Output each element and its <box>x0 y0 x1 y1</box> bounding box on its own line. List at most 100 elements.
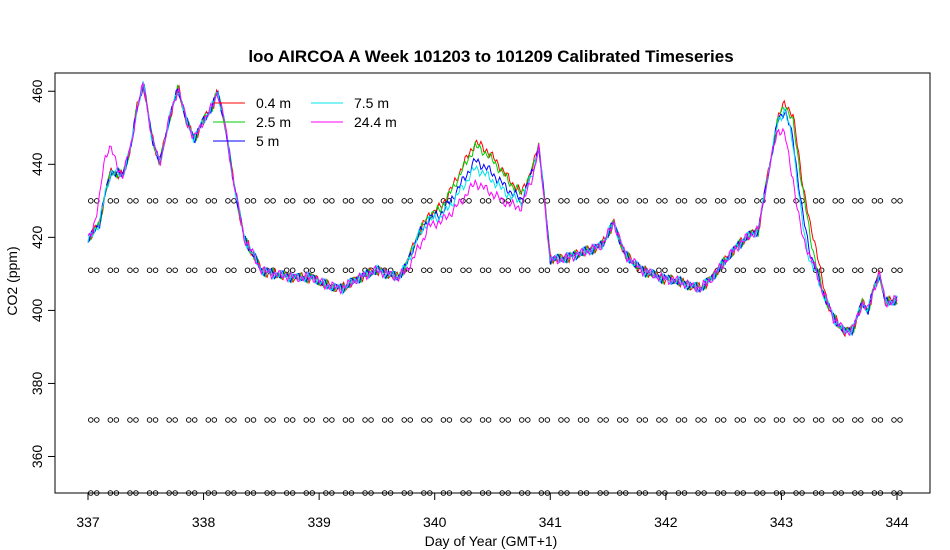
sample-marker <box>760 490 766 496</box>
sample-marker <box>538 267 545 273</box>
plot-frame <box>54 72 931 494</box>
sample-marker <box>329 198 335 204</box>
sample-marker <box>309 198 316 204</box>
sample-marker <box>525 267 531 273</box>
sample-marker <box>564 267 570 273</box>
sample-marker <box>166 417 172 423</box>
sample-marker <box>675 198 682 204</box>
sample-marker <box>460 490 466 496</box>
sample-marker <box>812 417 819 423</box>
sample-marker <box>714 490 721 496</box>
sample-marker <box>146 417 153 423</box>
sample-marker <box>818 198 825 204</box>
sample-marker <box>152 267 159 273</box>
sample-marker <box>152 198 159 204</box>
sample-marker <box>597 267 603 273</box>
sample-marker <box>283 267 290 273</box>
sample-marker <box>362 198 368 204</box>
sample-marker <box>754 490 760 496</box>
sample-marker <box>760 267 766 273</box>
sample-marker <box>329 490 335 496</box>
series-line-7-5-m <box>87 81 898 337</box>
sample-marker <box>421 417 427 423</box>
y-tick-label: 360 <box>29 445 45 469</box>
sample-marker <box>852 267 858 273</box>
sample-marker <box>127 417 133 423</box>
sample-marker <box>720 490 727 496</box>
sample-marker <box>283 490 290 496</box>
sample-marker <box>303 417 310 423</box>
x-tick-label: 342 <box>654 514 678 530</box>
sample-marker <box>838 267 844 273</box>
sample-marker <box>127 267 133 273</box>
sample-marker <box>891 490 897 496</box>
sample-marker <box>538 198 545 204</box>
sample-marker <box>113 417 120 423</box>
sample-marker <box>323 267 329 273</box>
sample-marker <box>270 198 276 204</box>
sample-marker <box>270 417 276 423</box>
sample-marker <box>368 198 374 204</box>
sample-marker <box>107 490 114 496</box>
sample-marker <box>577 417 584 423</box>
sample-marker <box>244 417 251 423</box>
sample-marker <box>558 490 564 496</box>
sample-marker <box>597 490 603 496</box>
y-tick-label: 440 <box>29 152 45 176</box>
sample-marker <box>348 267 355 273</box>
sample-marker <box>94 417 100 423</box>
sample-marker <box>146 198 153 204</box>
sample-marker <box>754 267 760 273</box>
sample-marker <box>858 490 864 496</box>
sample-marker <box>152 490 159 496</box>
sample-marker <box>773 198 780 204</box>
sample-marker <box>793 417 799 423</box>
sample-marker <box>401 198 407 204</box>
sample-marker <box>564 198 570 204</box>
y-axis-label: CO2 (ppm) <box>4 246 20 315</box>
sample-marker <box>818 417 825 423</box>
sample-marker <box>479 417 486 423</box>
sample-marker <box>309 267 316 273</box>
sample-marker <box>225 417 231 423</box>
sample-marker <box>583 490 590 496</box>
sample-marker <box>244 490 251 496</box>
sample-marker <box>525 490 531 496</box>
sample-marker <box>642 417 649 423</box>
sample-marker <box>88 490 94 496</box>
sample-marker <box>525 198 531 204</box>
sample-marker <box>185 267 192 273</box>
sample-marker <box>877 198 884 204</box>
sample-marker <box>505 417 511 423</box>
sample-marker <box>283 198 290 204</box>
sample-marker <box>877 490 884 496</box>
sample-marker <box>309 490 316 496</box>
sample-marker <box>421 490 427 496</box>
sample-marker <box>231 490 237 496</box>
series-line-2-5-m <box>87 84 898 335</box>
sample-marker <box>525 417 531 423</box>
sample-marker <box>225 490 231 496</box>
sample-marker <box>662 198 668 204</box>
sample-marker <box>362 417 368 423</box>
sample-marker <box>793 267 799 273</box>
sample-marker <box>88 267 94 273</box>
sample-marker <box>466 198 472 204</box>
sample-marker <box>544 490 551 496</box>
sample-marker <box>185 490 192 496</box>
sample-marker <box>675 490 682 496</box>
sample-marker <box>387 198 394 204</box>
sample-marker <box>348 490 355 496</box>
chart-title: loo AIRCOA A Week 101203 to 101209 Calib… <box>248 47 733 66</box>
sample-marker <box>714 198 721 204</box>
sample-marker <box>342 198 349 204</box>
series-line-0-4-m <box>87 84 898 338</box>
sample-marker <box>832 490 838 496</box>
sample-marker <box>479 490 486 496</box>
x-tick-label: 339 <box>307 514 331 530</box>
sample-marker <box>446 267 453 273</box>
sample-marker <box>838 417 844 423</box>
sample-marker <box>499 490 505 496</box>
sample-marker <box>113 490 120 496</box>
sample-marker <box>616 417 623 423</box>
